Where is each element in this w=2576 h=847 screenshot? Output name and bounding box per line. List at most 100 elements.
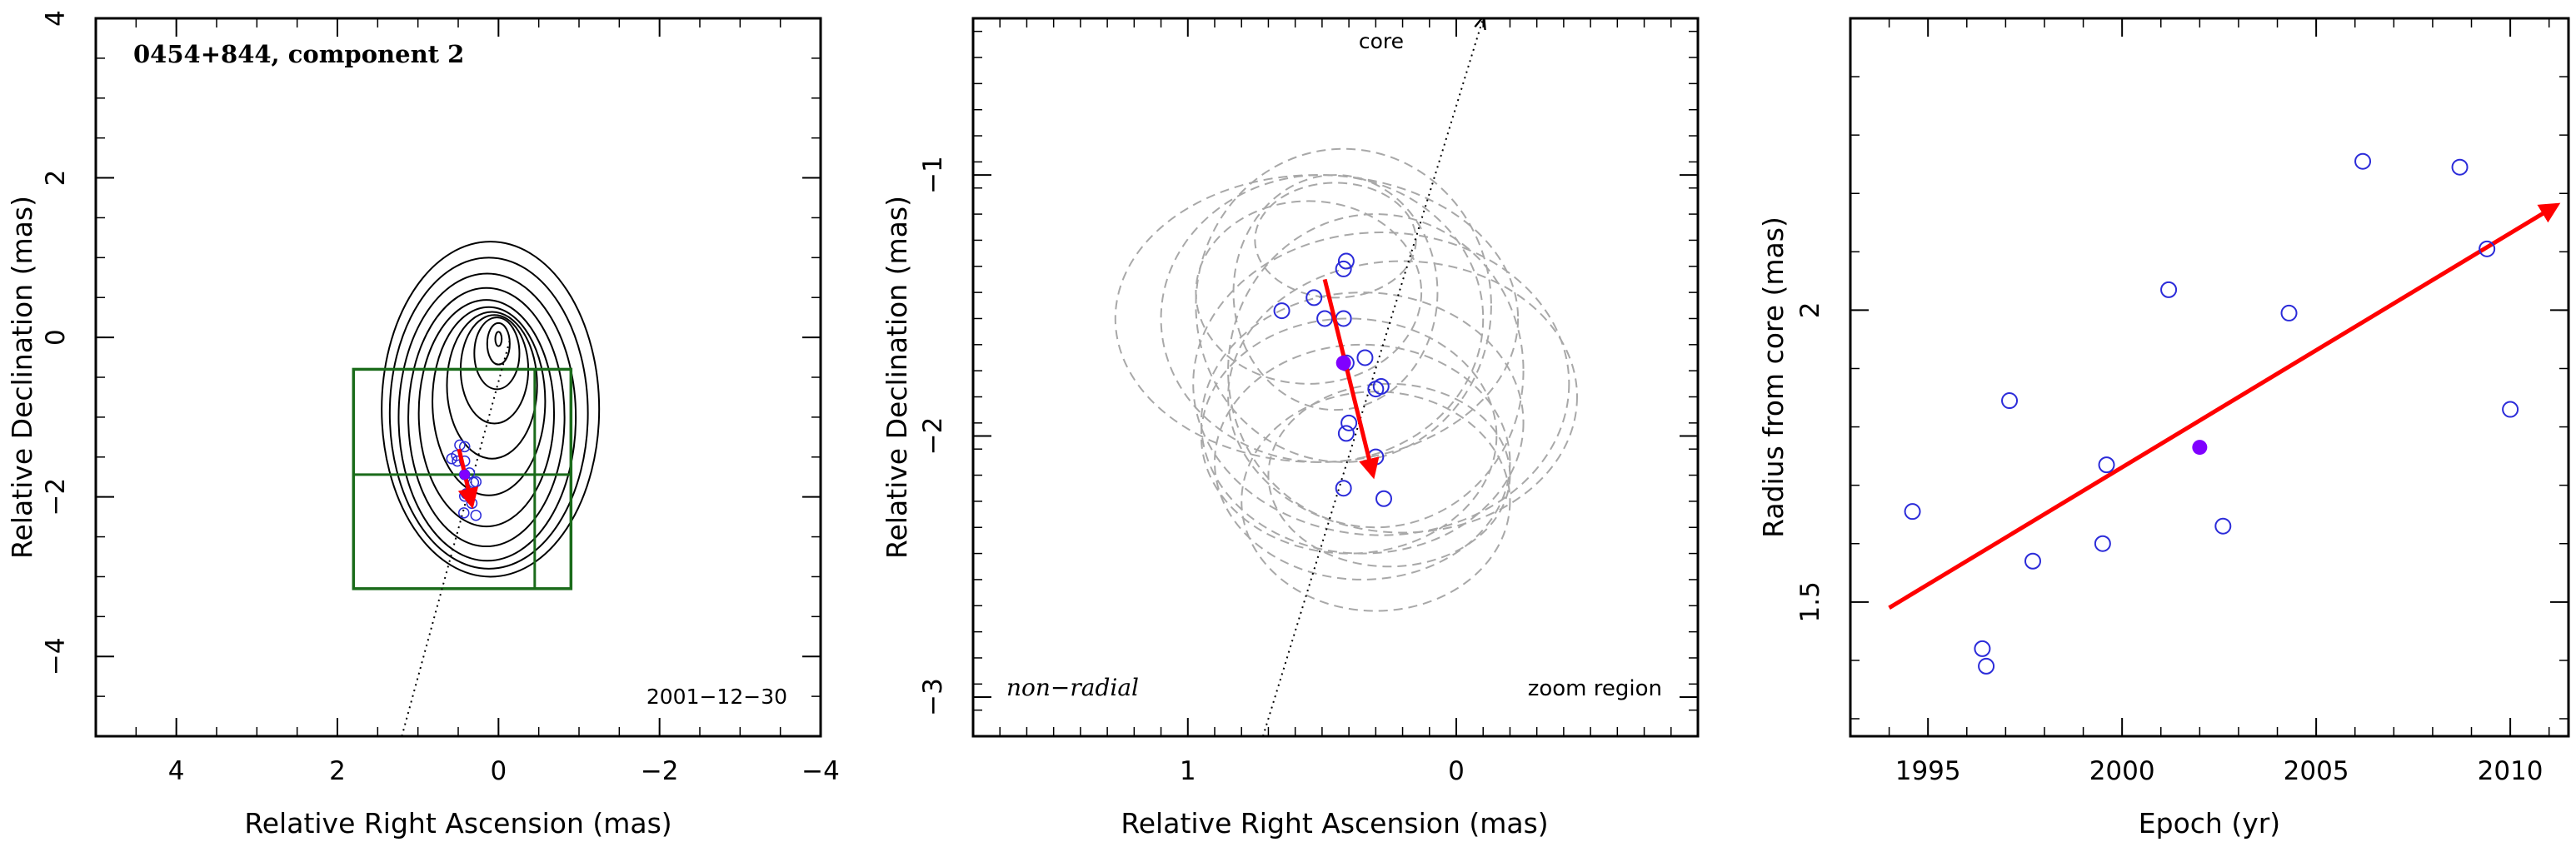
- x-tick-label: −4: [801, 756, 840, 786]
- component-positions: [446, 439, 482, 521]
- error-ellipse: [1232, 174, 1439, 411]
- contour-level: [446, 311, 538, 460]
- non-radial-label: non−radial: [1006, 674, 1139, 701]
- error-ellipse: [1227, 213, 1525, 529]
- panel-1-plot-area: [352, 241, 601, 736]
- x-tick-label: 4: [168, 756, 185, 786]
- contour-level: [407, 286, 566, 548]
- panel-3-y-tick-labels: 1.52: [1795, 302, 1825, 623]
- radius-point: [2160, 281, 2178, 298]
- radius-point: [2001, 392, 2019, 410]
- radius-point: [1904, 503, 1921, 521]
- contour-level: [381, 241, 601, 578]
- zoom-box-outline: [352, 367, 573, 590]
- position-point: [1273, 302, 1290, 320]
- x-tick-label: 1995: [1895, 756, 1961, 786]
- error-ellipse: [1192, 232, 1570, 536]
- panel-1-epoch-label: 2001−12−30: [646, 685, 787, 709]
- x-tick-label: 2010: [2478, 756, 2544, 786]
- contour-map: [381, 241, 601, 578]
- panel-1-frame: [94, 17, 822, 738]
- error-ellipse: [1241, 391, 1511, 612]
- jet-axis-line: [401, 336, 512, 736]
- contour-level: [388, 257, 589, 570]
- position-point: [470, 509, 482, 521]
- error-ellipse: [1195, 147, 1492, 463]
- x-tick-label: 2000: [2089, 756, 2155, 786]
- panel-2-plot-area: [1114, 18, 1578, 736]
- y-tick-label: 4: [41, 10, 71, 27]
- error-ellipse: [1160, 174, 1485, 463]
- radius-point: [2354, 152, 2372, 170]
- y-tick-label: 1.5: [1795, 581, 1825, 622]
- panel-1-x-tick-labels: 4 2 0 −2 −4: [168, 756, 840, 786]
- position-point: [1316, 310, 1334, 327]
- panel-2-frame: [971, 17, 1700, 738]
- x-tick-label: 2: [329, 756, 346, 786]
- panel-3-frame: [1849, 17, 2570, 738]
- radius-point: [2502, 401, 2519, 418]
- core-direction-line: [1262, 18, 1483, 736]
- position-point: [1340, 414, 1358, 431]
- x-tick-label: −2: [641, 756, 679, 786]
- position-point: [1335, 480, 1352, 497]
- radius-point: [1978, 657, 1995, 675]
- radius-point: [2479, 240, 2496, 257]
- panel-1-y-axis-label: Relative Declination (mas): [6, 196, 38, 559]
- error-ellipse: [1254, 182, 1417, 299]
- radius-point: [2094, 535, 2111, 552]
- panel-1-title: 0454+844, component 2: [133, 40, 464, 68]
- mean-position-marker: [459, 469, 470, 480]
- radius-point: [2214, 517, 2232, 535]
- error-ellipse: [1195, 200, 1423, 385]
- panel-3: 1995 2000 2005 2010 1.52 Epoch (yr) Radius …: [1757, 17, 2570, 840]
- panel-3-y-axis-label: Radius from core (mas): [1757, 217, 1790, 538]
- motion-vector: [1322, 278, 1380, 480]
- panel-1-y-tick-labels: −4 −2 0 2 4: [41, 10, 71, 675]
- panel-1-x-axis-label: Relative Right Ascension (mas): [244, 807, 671, 840]
- panel-2-ticks: [972, 18, 1699, 737]
- y-tick-label: −3: [918, 678, 948, 716]
- radius-point: [2024, 552, 2041, 570]
- contour-level: [397, 272, 577, 562]
- position-point: [1372, 377, 1390, 395]
- position-point: [458, 507, 470, 519]
- error-ellipse: [1114, 174, 1520, 463]
- radius-point: [1974, 640, 1991, 657]
- contour-level: [486, 321, 511, 366]
- mean-position-marker: [1335, 355, 1351, 371]
- panel-1-ticks: [95, 17, 821, 737]
- panel-2-y-axis-label: Relative Declination (mas): [881, 196, 913, 559]
- y-tick-label: 2: [41, 170, 71, 187]
- y-tick-label: 2: [1795, 302, 1825, 319]
- x-tick-label: 0: [490, 756, 507, 786]
- y-tick-label: −2: [918, 417, 948, 456]
- panel-2-y-tick-labels: −3 −2 −1: [918, 156, 948, 716]
- x-tick-label: 2005: [2284, 756, 2349, 786]
- error-ellipse: [1200, 317, 1498, 555]
- error-ellipses: [1114, 147, 1578, 612]
- error-ellipse: [1227, 260, 1578, 534]
- panel-3-x-tick-labels: 1995 2000 2005 2010: [1895, 756, 2544, 786]
- error-ellipse: [1267, 382, 1511, 568]
- radius-measurements: [1904, 152, 2519, 675]
- panel-3-plot-area: [1888, 152, 2561, 675]
- position-point: [1337, 252, 1355, 270]
- error-ellipse: [1214, 343, 1511, 580]
- panel-3-x-axis-label: Epoch (yr): [2139, 807, 2280, 840]
- y-tick-label: −4: [41, 637, 71, 675]
- trend-vector: [1888, 202, 2561, 610]
- mean-radius-marker: [2192, 440, 2208, 456]
- zoom-region-label: zoom region: [1528, 676, 1662, 701]
- x-tick-label: 1: [1180, 756, 1196, 786]
- x-tick-label: 0: [1448, 756, 1465, 786]
- contour-level: [473, 316, 521, 391]
- contour-level: [494, 331, 503, 347]
- y-tick-label: 0: [41, 329, 71, 346]
- radius-point: [2098, 456, 2115, 474]
- position-point: [1337, 425, 1355, 442]
- contour-level: [417, 299, 556, 528]
- contour-level: [432, 306, 547, 496]
